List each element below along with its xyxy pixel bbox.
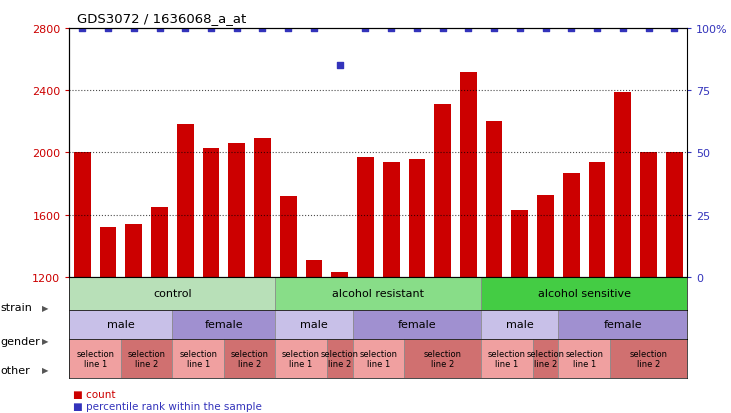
Text: alcohol sensitive: alcohol sensitive xyxy=(538,289,631,299)
Text: control: control xyxy=(153,289,192,299)
Bar xyxy=(666,153,683,278)
Point xyxy=(463,26,474,32)
Text: selection
line 2: selection line 2 xyxy=(230,349,268,368)
Text: ▶: ▶ xyxy=(42,303,49,312)
Bar xyxy=(327,339,352,378)
Point xyxy=(334,63,346,69)
Bar xyxy=(228,144,245,278)
Bar xyxy=(177,125,194,278)
Point xyxy=(488,26,500,32)
Text: selection
line 2: selection line 2 xyxy=(526,349,564,368)
Bar xyxy=(537,195,554,278)
Point xyxy=(77,26,88,32)
Bar xyxy=(460,72,477,278)
Point xyxy=(643,26,654,32)
Bar xyxy=(588,162,605,278)
Bar xyxy=(409,159,425,278)
Bar xyxy=(558,339,610,378)
Point xyxy=(514,26,526,32)
Text: selection
line 1: selection line 1 xyxy=(565,349,603,368)
Bar xyxy=(357,158,374,278)
Text: male: male xyxy=(300,320,327,330)
Point xyxy=(360,26,371,32)
Text: selection
line 2: selection line 2 xyxy=(629,349,667,368)
Bar xyxy=(151,207,168,278)
Point xyxy=(205,26,217,32)
Bar xyxy=(404,339,481,378)
Bar xyxy=(558,310,687,339)
Bar xyxy=(615,93,631,278)
Bar xyxy=(276,310,352,339)
Bar xyxy=(383,162,400,278)
Text: gender: gender xyxy=(1,336,40,346)
Point xyxy=(282,26,294,32)
Bar xyxy=(352,310,481,339)
Point xyxy=(437,26,449,32)
Text: female: female xyxy=(205,320,243,330)
Text: selection
line 1: selection line 1 xyxy=(360,349,397,368)
Point xyxy=(231,26,243,32)
Bar xyxy=(481,310,558,339)
Bar xyxy=(276,278,481,310)
Bar xyxy=(173,310,276,339)
Bar xyxy=(610,339,687,378)
Text: GDS3072 / 1636068_a_at: GDS3072 / 1636068_a_at xyxy=(77,12,246,25)
Bar xyxy=(434,105,451,278)
Bar xyxy=(485,122,502,278)
Text: ■ percentile rank within the sample: ■ percentile rank within the sample xyxy=(73,401,262,411)
Bar xyxy=(202,148,219,278)
Bar xyxy=(69,339,121,378)
Bar xyxy=(280,197,297,278)
Text: female: female xyxy=(398,320,436,330)
Text: female: female xyxy=(604,320,642,330)
Text: selection
line 1: selection line 1 xyxy=(179,349,217,368)
Text: selection
line 2: selection line 2 xyxy=(424,349,462,368)
Bar xyxy=(481,278,687,310)
Point xyxy=(617,26,629,32)
Text: selection
line 1: selection line 1 xyxy=(488,349,526,368)
Bar xyxy=(512,211,529,278)
Text: ▶: ▶ xyxy=(42,336,49,345)
Bar xyxy=(533,339,558,378)
Bar xyxy=(563,173,580,278)
Bar xyxy=(224,339,276,378)
Point xyxy=(411,26,423,32)
Point xyxy=(179,26,191,32)
Bar xyxy=(276,339,327,378)
Bar xyxy=(481,339,533,378)
Text: selection
line 2: selection line 2 xyxy=(321,349,359,368)
Text: male: male xyxy=(107,320,135,330)
Text: selection
line 2: selection line 2 xyxy=(128,349,166,368)
Point xyxy=(102,26,114,32)
Text: selection
line 1: selection line 1 xyxy=(282,349,320,368)
Bar xyxy=(126,225,142,278)
Bar xyxy=(306,260,322,278)
Point xyxy=(128,26,140,32)
Point xyxy=(591,26,603,32)
Point xyxy=(668,26,680,32)
Point xyxy=(385,26,397,32)
Text: strain: strain xyxy=(1,303,33,313)
Text: male: male xyxy=(506,320,534,330)
Text: selection
line 1: selection line 1 xyxy=(76,349,114,368)
Bar xyxy=(352,339,404,378)
Point xyxy=(257,26,268,32)
Point xyxy=(154,26,165,32)
Text: ▶: ▶ xyxy=(42,365,49,374)
Bar xyxy=(99,228,116,278)
Text: alcohol resistant: alcohol resistant xyxy=(333,289,424,299)
Bar xyxy=(69,278,276,310)
Point xyxy=(566,26,577,32)
Point xyxy=(308,26,319,32)
Bar xyxy=(640,153,657,278)
Bar xyxy=(69,310,173,339)
Text: other: other xyxy=(1,365,31,375)
Bar xyxy=(121,339,173,378)
Bar xyxy=(74,153,91,278)
Bar xyxy=(254,139,271,278)
Bar xyxy=(173,339,224,378)
Point xyxy=(539,26,551,32)
Bar xyxy=(331,273,348,278)
Text: ■ count: ■ count xyxy=(73,389,115,399)
